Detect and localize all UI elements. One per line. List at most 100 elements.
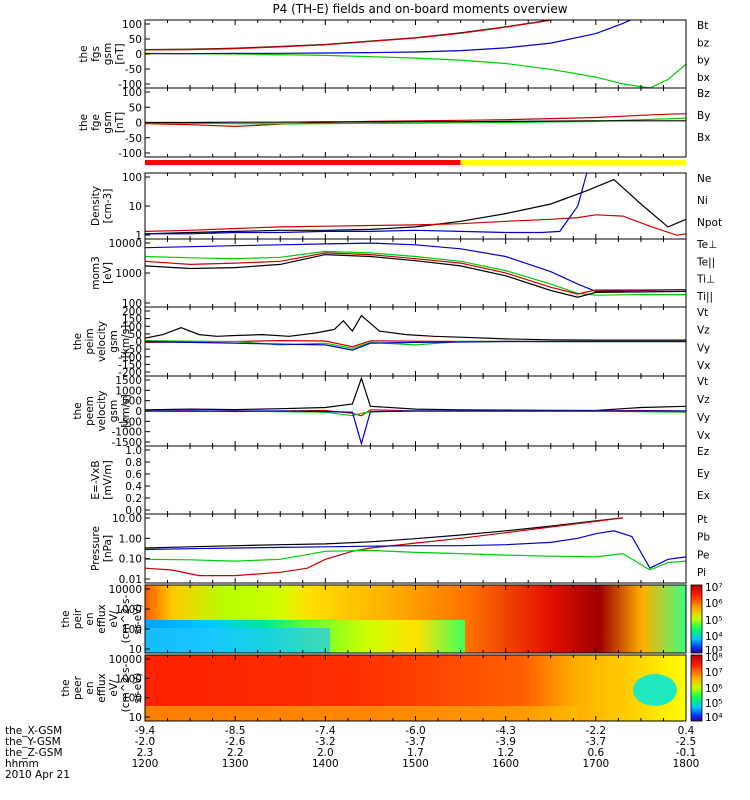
- ephemeris-label: the_Z-GSM: [5, 747, 63, 759]
- ephemeris-value: 1200: [132, 758, 159, 770]
- series-density-Ni: [145, 178, 686, 235]
- legend-by: by: [697, 55, 710, 67]
- legend-Vx: Vx: [697, 430, 710, 442]
- ephemeris-value: -2.5: [676, 736, 697, 748]
- ylabel-line: en: [84, 681, 96, 694]
- ylabel-line: the: [60, 610, 72, 627]
- legend-Ti||: Ti||: [696, 291, 713, 303]
- series-fgs-bx: [145, 20, 633, 55]
- ytick-label: -1500: [111, 437, 142, 449]
- ephemeris-label: the_Y-GSM: [5, 736, 61, 748]
- ylabel-line: peim: [84, 328, 96, 354]
- ephemeris-value: 2.3: [137, 747, 154, 759]
- ytick-label: -100: [118, 148, 142, 160]
- ylabel-line: eV/: [108, 610, 120, 628]
- ylabel-line: [km/s]: [120, 325, 132, 359]
- series-peem-Vx: [145, 410, 686, 446]
- series-peem-Vt: [145, 376, 686, 412]
- ephemeris-value: 2.2: [227, 747, 244, 759]
- ytick-label: 1000: [115, 385, 142, 397]
- ephemeris-value: -6.0: [405, 725, 426, 737]
- ephemeris-value: 0.4: [678, 725, 695, 737]
- ytick-label: 0.2: [125, 493, 142, 505]
- ylabel-line: the: [78, 114, 90, 131]
- ytick-label: -500: [118, 416, 142, 428]
- series-pressure-Pt: [145, 517, 623, 549]
- ytick-label: 0.0: [125, 505, 142, 517]
- ytick-label: -150: [118, 359, 142, 371]
- ytick-label: 10: [129, 712, 142, 724]
- ytick-label: 100: [122, 19, 142, 31]
- legend-By: By: [697, 110, 710, 122]
- ylabel-line: efflux: [96, 673, 108, 702]
- ytick-label: 10000: [109, 584, 142, 596]
- ytick-label: -50: [125, 64, 142, 76]
- panel-peir: 10000 1000 100 10 the peir en efflux eV/(cm^2-s-…: [60, 584, 687, 656]
- ytick-label: 10000: [109, 654, 142, 666]
- panel-temperature: 10000 1000 100 mom3 [eV] Te⊥ Te|| Ti⊥ Ti||: [90, 238, 717, 310]
- ytick-label: -100: [118, 79, 142, 91]
- colorbar-peir-bar: [690, 584, 703, 654]
- ylabel-line: gsm: [102, 111, 114, 133]
- ylabel-line: mom3: [90, 256, 102, 290]
- ylabel-line: sr-eV): [132, 604, 144, 635]
- legend-Vy: Vy: [697, 342, 710, 354]
- ylabel-line: the: [78, 45, 90, 62]
- ephemeris-label: the_X-GSM: [5, 725, 62, 737]
- ytick-label: -1000: [111, 427, 142, 439]
- spectrogram-peer-blob: [633, 674, 677, 706]
- ylabel-line: [eV]: [102, 262, 114, 284]
- legend-Pt: Pt: [697, 514, 707, 526]
- ephemeris-value: 1500: [402, 758, 429, 770]
- status-bar-yellow-segment: [460, 160, 686, 165]
- legend-Ne: Ne: [697, 173, 711, 185]
- legend-Vz: Vz: [697, 394, 710, 406]
- legend-Pb: Pb: [697, 532, 710, 544]
- ytick-label: 0.6: [125, 469, 142, 481]
- ylabel-line: [nT]: [114, 43, 126, 64]
- ylabel-line: [mV/m]: [102, 460, 114, 499]
- panel-exb: 1.00.80.60.40.20.0 E=-VxB [mV/m] Ez Ey Ex: [90, 445, 710, 517]
- series-fgs-by: [145, 52, 686, 88]
- legend-Vz: Vz: [697, 325, 710, 337]
- ylabel-line: sr-eV): [132, 673, 144, 704]
- ytick-label: 500: [122, 396, 142, 408]
- ytick-label: 0.8: [125, 457, 142, 469]
- ytick-label: 1000: [115, 268, 142, 280]
- spectrogram-peer: [145, 655, 686, 721]
- ylabel-line: [nT]: [114, 112, 126, 133]
- ylabel-line: efflux: [96, 604, 108, 633]
- legend-Npot: Npot: [697, 217, 722, 229]
- ephemeris-value: 0.6: [587, 747, 604, 759]
- colorbar-peir-label: 10⁴: [705, 631, 723, 643]
- ylabel-line: the: [72, 402, 84, 419]
- ylabel-line: (cm^2-s-: [120, 594, 132, 643]
- series-fgs-bz: [145, 20, 557, 51]
- series-temperature-Ti||: [145, 250, 686, 296]
- ytick-label: 0.4: [125, 481, 142, 493]
- colorbar-peer-bar: [690, 654, 703, 722]
- ephemeris-value: 1600: [492, 758, 519, 770]
- legend-Te||: Te||: [696, 256, 715, 268]
- ytick-label: 0: [135, 118, 142, 130]
- ephemeris-value: -7.4: [315, 725, 336, 737]
- panel-peer: 10000 1000 100 10 the peer en efflux eV/(cm^2-s-…: [60, 654, 687, 724]
- ytick-label: 50: [129, 102, 142, 114]
- colorbar-peir-label: 10³: [705, 645, 723, 657]
- figure-title: P4 (TH-E) fields and on-board moments ov…: [272, 2, 567, 16]
- series-pressure-Pi: [145, 530, 686, 569]
- ytick-label: 1.0: [125, 445, 142, 457]
- legend-Vt: Vt: [697, 376, 708, 388]
- series-fge-Bz: [145, 113, 686, 128]
- ylabel-line: gsm: [108, 400, 120, 422]
- ylabel-line: [km/s]: [120, 394, 132, 428]
- panel-density: 100 10 1 Density [cm-3] Ne Ni Npot: [90, 172, 722, 242]
- ylabel-line: Density: [90, 186, 102, 226]
- ylabel-line: the: [60, 679, 72, 696]
- ylabel-line: (cm^2-s-: [120, 663, 132, 712]
- series-density-Ne: [145, 214, 686, 236]
- ytick-label: 0: [135, 49, 142, 61]
